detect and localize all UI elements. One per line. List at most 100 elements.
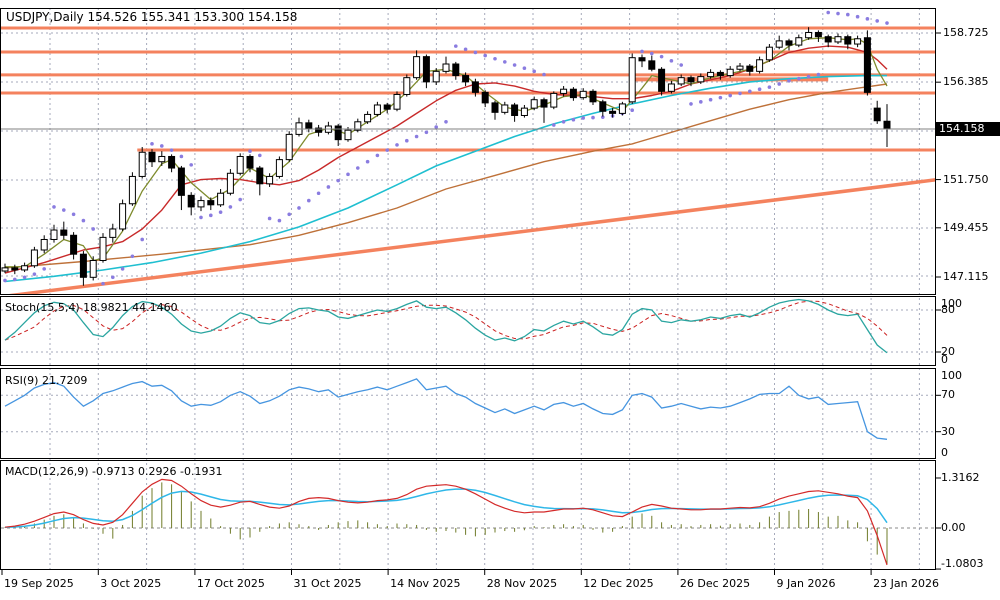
trendline[interactable]	[0, 178, 936, 297]
candle-body	[138, 151, 146, 177]
sar-dot	[591, 115, 595, 120]
sar-dot	[522, 66, 527, 71]
candle-body	[658, 68, 666, 92]
sar-dot	[601, 115, 605, 119]
rsi-line-group	[4, 378, 888, 440]
sar-dot	[326, 185, 331, 189]
sar-dot	[797, 76, 801, 81]
sar-dot	[414, 134, 419, 139]
sar-dot	[689, 102, 693, 106]
candle-body	[491, 102, 499, 113]
ma-slow-cyan-line	[4, 74, 887, 283]
sar-dot	[375, 153, 380, 158]
time-axis-label: 14 Nov 2025	[390, 577, 461, 590]
stoch-axis-label: 0	[941, 353, 948, 366]
candle-body	[687, 77, 695, 83]
candle-body	[70, 234, 78, 255]
candle-body	[158, 155, 166, 163]
candle-body	[481, 91, 489, 104]
candle-body	[21, 265, 29, 271]
stoch-d-line	[4, 300, 888, 341]
sar-dot	[346, 172, 350, 177]
sar-dot	[238, 197, 242, 202]
time-axis-label: 19 Sep 2025	[4, 577, 74, 590]
sar-dot	[669, 59, 674, 63]
rsi-axis-label: 70	[941, 388, 955, 402]
candle-body	[207, 200, 215, 206]
candle-body	[520, 107, 528, 116]
candle-body	[168, 155, 176, 169]
ma-slow-cyan-line	[4, 74, 887, 283]
sar-dot	[865, 17, 870, 21]
sar-dot	[816, 72, 821, 77]
sar-dot	[875, 19, 879, 23]
sar-dot	[22, 275, 27, 280]
candle-body	[109, 228, 117, 238]
candle-body	[393, 93, 401, 110]
sar-dot	[473, 50, 478, 55]
candle-body	[119, 203, 127, 230]
sar-dot	[561, 119, 566, 124]
sar-dot	[130, 254, 135, 259]
candle-body	[11, 267, 19, 271]
time-axis-label: 28 Nov 2025	[486, 577, 558, 590]
sar-dot	[512, 63, 517, 67]
macd-signal-line	[4, 488, 888, 528]
candle-body	[716, 71, 724, 77]
sar-dot	[42, 267, 46, 271]
candle-body	[462, 75, 470, 83]
candle-body	[422, 56, 430, 83]
candle-body	[883, 120, 891, 130]
sar-dot	[101, 281, 105, 286]
candle-body	[60, 229, 68, 236]
macd-indicator-label: MACD(12,26,9) -0.9713 0.2926 -0.1931	[5, 465, 223, 478]
candle-body	[344, 129, 352, 141]
candle-body	[315, 127, 323, 133]
candle-body	[236, 155, 244, 174]
candle-body	[373, 104, 381, 115]
sar-dot	[150, 142, 154, 146]
candle-body	[775, 40, 783, 48]
sar-dot	[277, 218, 282, 223]
sar-dot	[160, 144, 164, 148]
rsi-axis-label: 100	[941, 369, 962, 382]
sar-dot	[62, 208, 66, 212]
price-axis-label: 149.455	[943, 220, 989, 234]
candle-body	[256, 167, 264, 185]
stoch-lines	[4, 298, 888, 354]
sar-dot	[708, 97, 713, 102]
macd-panel-border	[0, 460, 936, 570]
candle-body	[726, 68, 734, 77]
candle-body	[413, 56, 421, 79]
sar-dot	[571, 117, 576, 122]
current-price-badge: 154.158	[936, 122, 1000, 136]
candle-body	[354, 121, 362, 131]
candle-body	[677, 77, 685, 85]
candle-body	[432, 70, 440, 83]
sar-dot	[503, 60, 507, 64]
candle-body	[805, 31, 813, 39]
rsi-indicator-label: RSI(9) 21.7209	[5, 374, 88, 387]
sar-dot	[855, 14, 860, 19]
candle-body	[187, 194, 195, 208]
sar-dot	[248, 149, 252, 154]
sar-dot	[228, 205, 233, 209]
sar-dot	[287, 212, 292, 217]
sar-dot	[806, 74, 811, 79]
sar-dot	[218, 210, 223, 214]
time-axis-label: 23 Jan 2026	[873, 577, 940, 590]
price-axis-label: 156.385	[943, 75, 989, 89]
macd-axis-label: 0.00	[941, 521, 966, 534]
sar-dot	[542, 72, 546, 77]
candle-body	[795, 37, 803, 46]
macd-axis-label: 1.3162	[941, 470, 980, 484]
candle-body	[177, 167, 185, 196]
sar-dot	[336, 178, 341, 183]
sar-dot	[728, 93, 732, 98]
sar-dot	[434, 125, 439, 129]
time-axis-label: 17 Oct 2025	[196, 577, 265, 590]
candle-body	[609, 110, 617, 114]
candle-body	[442, 63, 450, 72]
